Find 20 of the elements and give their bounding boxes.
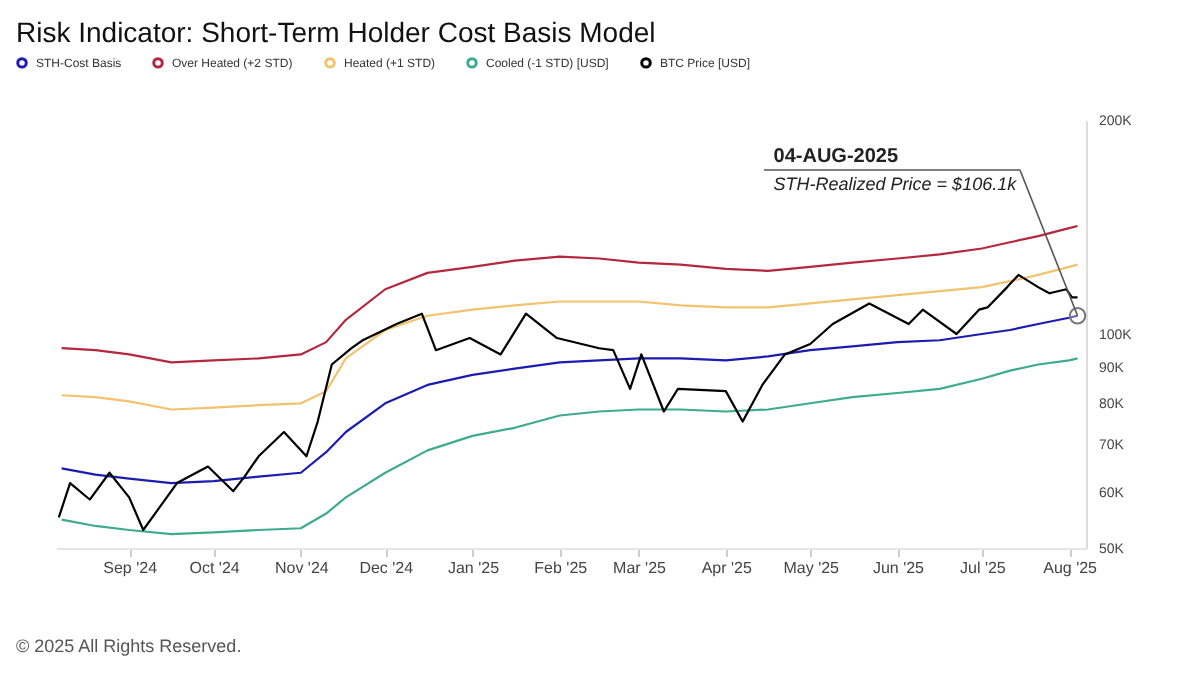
chart-title: Risk Indicator: Short-Term Holder Cost Basis Model [16, 16, 656, 48]
text: © 2025 All Rights Reserved. [16, 636, 242, 656]
line-series [60, 224, 1079, 364]
annotation: 04-AUG-2025 [773, 145, 899, 168]
x-tick-label: Mar '25 [613, 559, 668, 577]
x-tick-label: Feb '25 [534, 559, 589, 577]
annotation: STH-Realized Price = $106.1k [773, 173, 1018, 194]
line-series [60, 263, 1079, 411]
line-series [60, 357, 1079, 536]
x-tick-label: Dec '24 [359, 559, 415, 577]
x-tick-label: Sep '24 [103, 559, 159, 577]
x-tick-label: Jun '25 [872, 559, 926, 577]
x-tick-label: May '25 [783, 559, 841, 577]
x-tick-label: Aug '25 [1043, 559, 1099, 577]
x-tick-label: Apr '25 [701, 559, 753, 577]
x-tick-label: Nov '24 [274, 559, 330, 577]
x-tick-label: Oct '24 [189, 559, 241, 577]
x-tick-label: Jul '25 [960, 559, 1007, 577]
line-series [57, 273, 1079, 532]
x-tick-label: Jan '25 [447, 559, 501, 577]
